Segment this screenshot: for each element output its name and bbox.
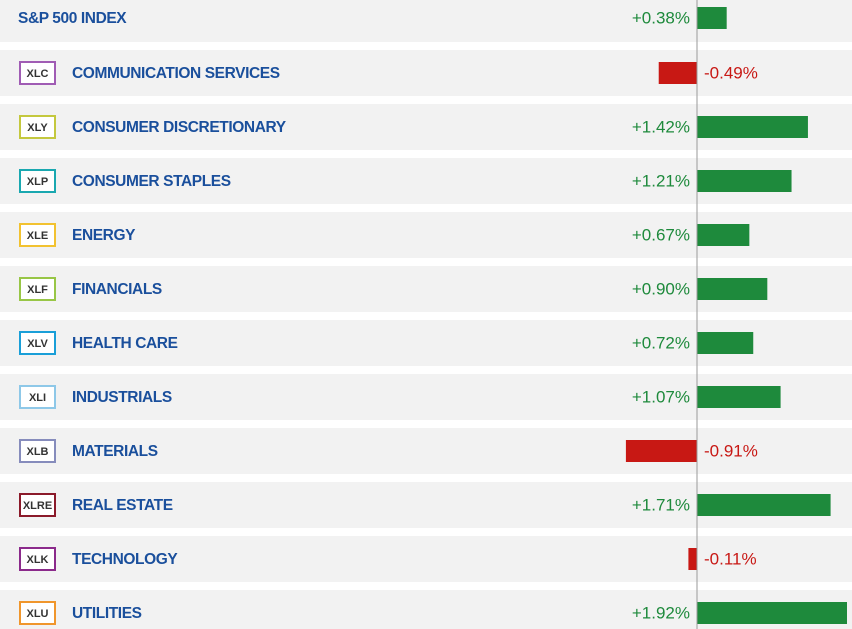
value-label: +1.21%: [632, 171, 690, 190]
row-background: [0, 50, 852, 96]
category-label: S&P 500 INDEX: [18, 10, 127, 27]
category-label: MATERIALS: [72, 443, 158, 460]
ticker: XLE: [27, 230, 48, 242]
row-background: [0, 428, 852, 474]
bar: [697, 7, 727, 29]
bar: [697, 602, 847, 624]
bar: [697, 494, 831, 516]
value-label: -0.49%: [704, 63, 758, 82]
value-label: +1.71%: [632, 495, 690, 514]
ticker: XLV: [27, 338, 48, 350]
category-label: REAL ESTATE: [72, 497, 173, 514]
category-label: INDUSTRIALS: [72, 389, 172, 406]
ticker: XLI: [29, 392, 46, 404]
value-label: +1.07%: [632, 387, 690, 406]
value-label: -0.11%: [704, 549, 757, 568]
ticker-box: [19, 385, 56, 409]
value-label: -0.91%: [704, 441, 758, 460]
ticker-box: [19, 223, 56, 247]
category-label: TECHNOLOGY: [72, 551, 178, 568]
ticker: XLC: [27, 68, 49, 80]
ticker: XLF: [27, 284, 48, 296]
bar: [697, 386, 781, 408]
ticker-box: [19, 277, 56, 301]
category-label: HEALTH CARE: [72, 335, 178, 352]
bar: [658, 62, 697, 84]
category-label: COMMUNICATION SERVICES: [72, 65, 280, 82]
value-label: +0.72%: [632, 333, 690, 352]
category-label: CONSUMER STAPLES: [72, 173, 231, 190]
ticker-box: [19, 439, 56, 463]
value-label: +1.92%: [632, 603, 690, 622]
ticker: XLU: [27, 608, 49, 620]
ticker-box: [19, 493, 56, 517]
value-label: +0.67%: [632, 225, 690, 244]
ticker: XLP: [27, 176, 48, 188]
ticker-box: [19, 601, 56, 625]
ticker: XLY: [27, 122, 48, 134]
bar: [688, 548, 697, 570]
bar: [697, 224, 750, 246]
bar: [697, 278, 768, 300]
category-label: UTILITIES: [72, 605, 142, 622]
ticker-box: [19, 331, 56, 355]
bar: [697, 332, 754, 354]
ticker-box: [19, 115, 56, 139]
category-label: FINANCIALS: [72, 281, 162, 298]
ticker: XLB: [27, 446, 49, 458]
ticker: XLK: [27, 554, 49, 566]
bar: [697, 116, 808, 138]
row-background: [0, 536, 852, 582]
bar: [625, 440, 697, 462]
ticker-box: [19, 547, 56, 571]
ticker-box: [19, 169, 56, 193]
ticker-box: [19, 61, 56, 85]
value-label: +0.38%: [632, 8, 690, 27]
bar: [697, 170, 792, 192]
value-label: +0.90%: [632, 279, 690, 298]
value-label: +1.42%: [632, 117, 690, 136]
category-label: CONSUMER DISCRETIONARY: [72, 119, 287, 136]
ticker: XLRE: [23, 500, 52, 512]
category-label: ENERGY: [72, 227, 136, 244]
